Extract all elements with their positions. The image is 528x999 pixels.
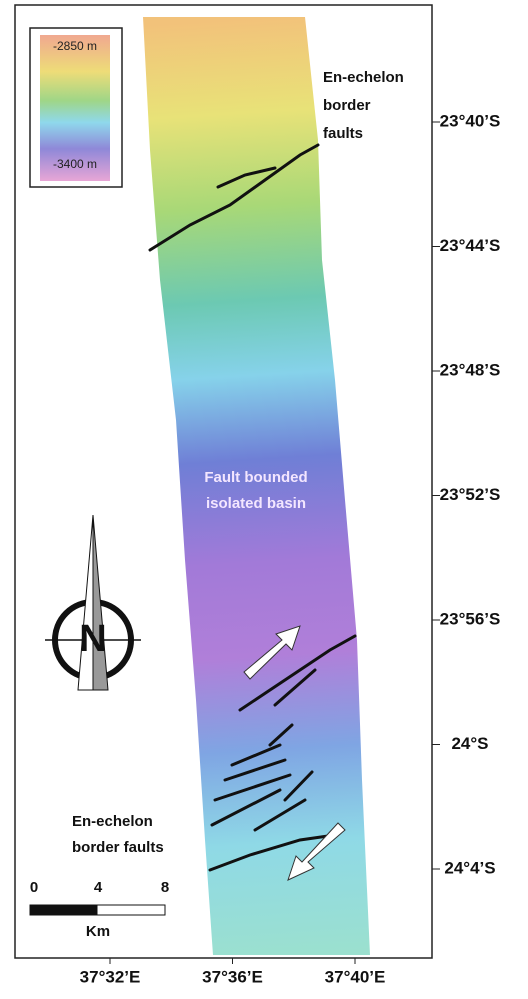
annotation: En-echelon (323, 69, 404, 86)
annotation: Fault bounded (204, 469, 307, 486)
annotation: border faults (72, 839, 164, 856)
scale-label: 0 (30, 879, 38, 896)
latitude-label: 23°48’S (440, 360, 501, 379)
longitude-label: 37°40’E (325, 967, 386, 986)
scale-unit: Km (86, 923, 110, 940)
legend-label: -2850 m (53, 39, 97, 53)
north-label: N (79, 618, 106, 660)
longitude-label: 37°36’E (202, 967, 263, 986)
latitude-label: 23°56’S (440, 609, 501, 628)
latitude-label: 23°52’S (440, 485, 501, 504)
latitude-label: 23°44’S (440, 236, 501, 255)
scale-label: 4 (94, 879, 103, 896)
longitude-label: 37°32’E (80, 967, 141, 986)
legend: -2850 m -3400 m (30, 28, 122, 187)
latitude-label: 23°40’S (440, 111, 501, 130)
latitude-label: 24°S (451, 734, 488, 753)
latitude-labels: 23°40’S 23°44’S 23°48’S 23°52’S 23°56’S 24°S 2… (432, 111, 500, 877)
latitude-label: 24°4’S (444, 858, 495, 877)
annotation: faults (323, 125, 363, 142)
longitude-labels: 37°32’E 37°36’E 37°40’E (80, 958, 386, 986)
annotation: En-echelon (72, 813, 153, 830)
annotation: border (323, 97, 371, 114)
map: -2850 m -3400 m En-echelon border faults… (0, 0, 528, 999)
scale-label: 8 (161, 879, 169, 896)
annotation: isolated basin (206, 495, 306, 512)
legend-label: -3400 m (53, 157, 97, 171)
